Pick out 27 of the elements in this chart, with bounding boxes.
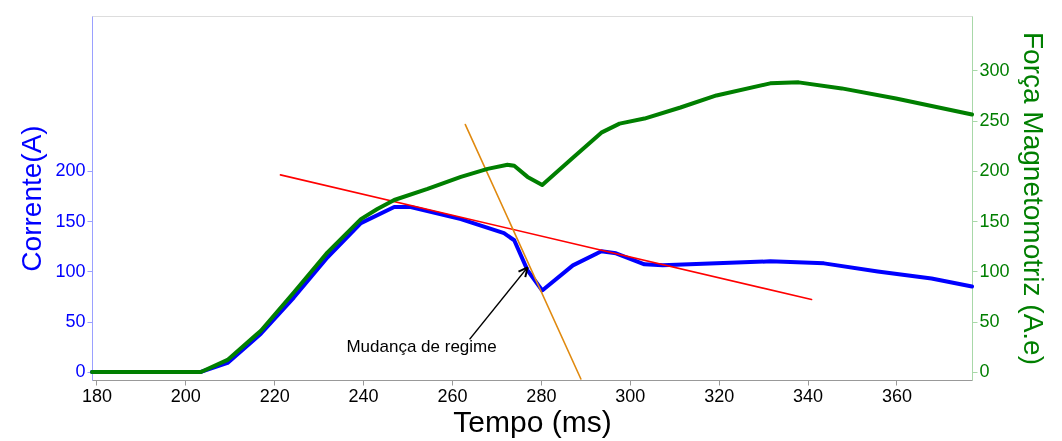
x-tick-label: 180 [81, 385, 112, 406]
x-tick-label: 340 [793, 385, 824, 406]
y2-tick-label: 300 [979, 59, 1010, 80]
x-tick-label: 360 [881, 385, 912, 406]
y-tick-label: 100 [55, 260, 86, 281]
x-tick-label: 320 [704, 385, 735, 406]
y2-tick-label: 150 [979, 210, 1010, 231]
y-axis-title: Corrente(A) [16, 125, 48, 272]
x-tick-label: 220 [259, 385, 290, 406]
x-tick-label: 300 [615, 385, 646, 406]
x-tick-label: 280 [526, 385, 557, 406]
y2-tick-label: 200 [979, 160, 1010, 181]
y-tick-label: 150 [55, 210, 86, 231]
y2-tick-label: 50 [979, 311, 1000, 332]
annotation: Mudança de regime [346, 337, 497, 357]
y2-tick-label: 250 [979, 110, 1010, 131]
x-tick-label: 260 [437, 385, 468, 406]
y2-tick-label: 0 [979, 361, 990, 382]
y-tick-label: 200 [55, 160, 86, 181]
y-tick-label: 0 [75, 361, 86, 382]
line-series [90, 80, 974, 374]
y2-axis-title: Força Magnetomotriz (A.e) [1017, 32, 1049, 365]
x-tick-label: 240 [348, 385, 379, 406]
x-axis-title: Tempo (ms) [453, 404, 612, 438]
x-tick-label: 200 [170, 385, 201, 406]
y2-tick-label: 100 [979, 260, 1010, 281]
y-tick-label: 50 [65, 311, 86, 332]
